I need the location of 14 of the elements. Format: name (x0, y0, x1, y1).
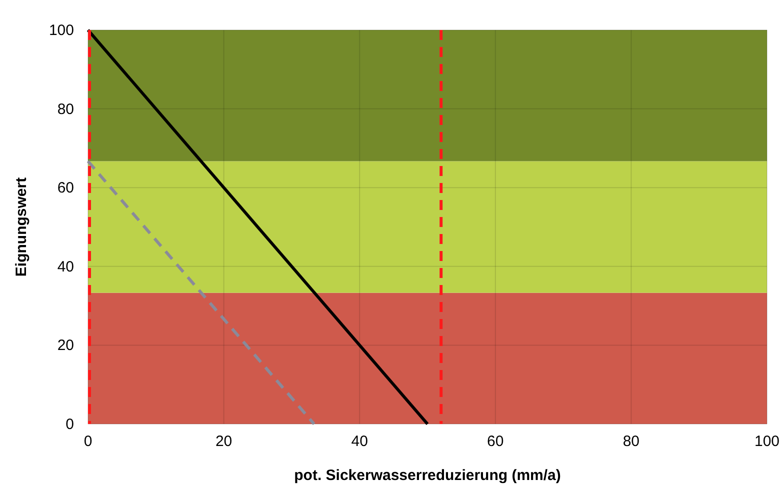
y-tick-label: 60 (57, 180, 74, 197)
y-tick-label: 80 (57, 100, 74, 118)
y-tick-label: 40 (57, 258, 74, 276)
x-tick-label: 20 (215, 433, 232, 450)
x-axis-title: pot. Sickerwasserreduzierung (mm/a) (294, 467, 561, 484)
y-tick-label: 0 (66, 416, 74, 433)
x-tick-label: 100 (754, 433, 780, 450)
y-axis-title: Eignungswert (13, 177, 30, 277)
x-tick-label: 60 (487, 433, 504, 450)
x-tick-label: 0 (84, 433, 92, 450)
y-tick-label: 20 (57, 337, 74, 354)
x-tick-label: 80 (622, 433, 640, 450)
x-tick-label: 40 (351, 433, 368, 450)
y-tick-label: 100 (48, 22, 74, 39)
